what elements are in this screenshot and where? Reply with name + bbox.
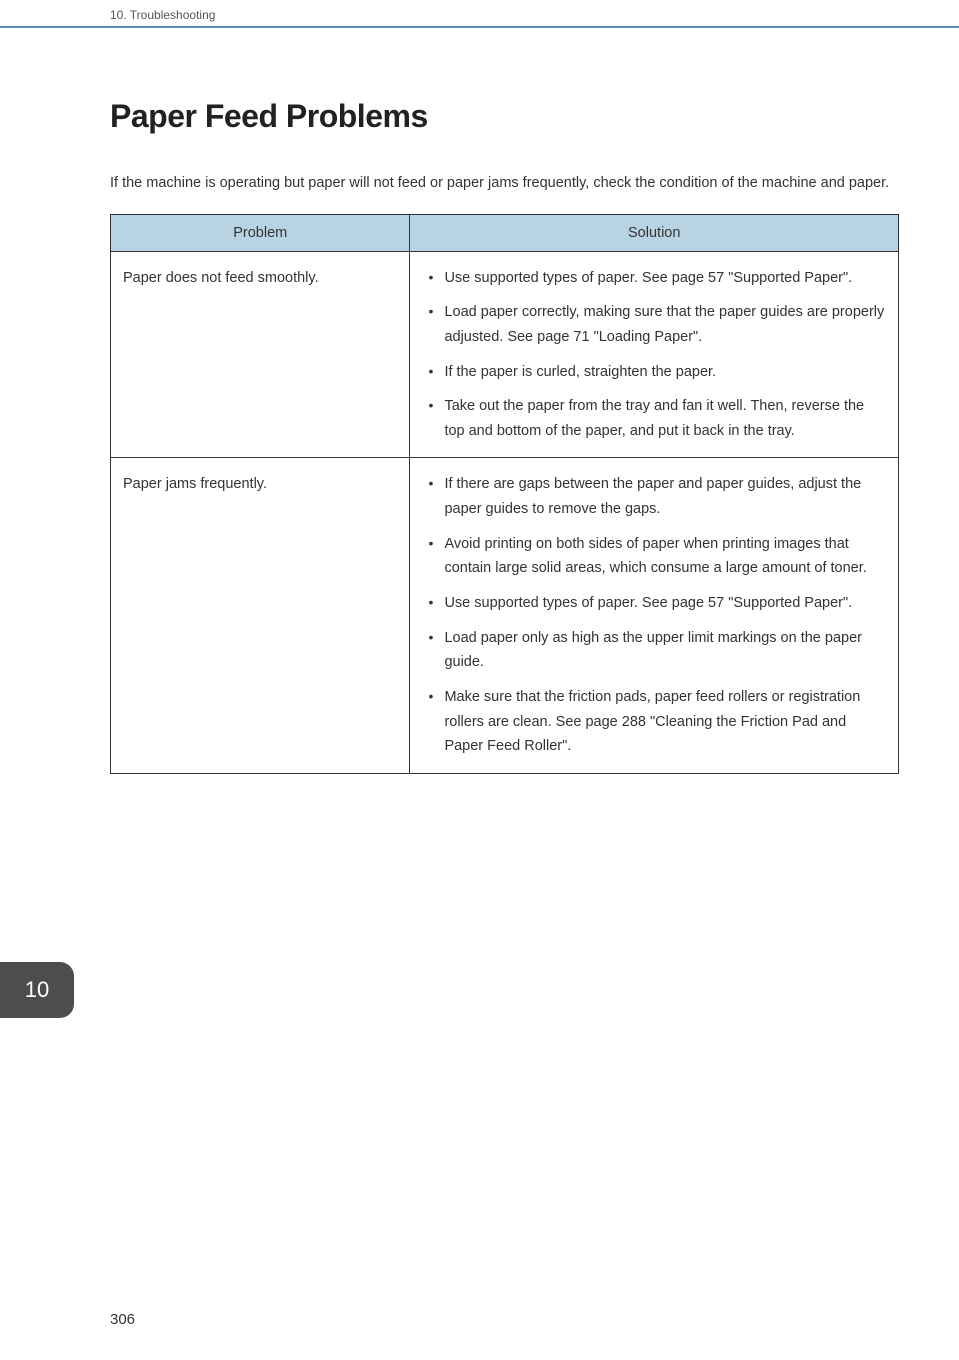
table-body: Paper does not feed smoothly. Use suppor… <box>111 251 899 773</box>
solution-item: Load paper correctly, making sure that t… <box>422 300 886 349</box>
solution-cell: Use supported types of paper. See page 5… <box>410 251 899 458</box>
problem-cell: Paper does not feed smoothly. <box>111 251 410 458</box>
solution-item: Use supported types of paper. See page 5… <box>422 591 886 616</box>
page-title: Paper Feed Problems <box>110 98 899 135</box>
chapter-tab: 10 <box>0 962 74 1018</box>
intro-paragraph: If the machine is operating but paper wi… <box>110 171 899 196</box>
page-number: 306 <box>110 1311 135 1328</box>
solution-item: If there are gaps between the paper and … <box>422 472 886 521</box>
solution-item: Take out the paper from the tray and fan… <box>422 394 886 443</box>
solution-list: Use supported types of paper. See page 5… <box>422 266 886 444</box>
table-header-row: Problem Solution <box>111 214 899 251</box>
troubleshoot-table: Problem Solution Paper does not feed smo… <box>110 214 899 774</box>
solution-item: If the paper is curled, straighten the p… <box>422 360 886 385</box>
solution-list: If there are gaps between the paper and … <box>422 472 886 758</box>
problem-cell: Paper jams frequently. <box>111 458 410 773</box>
solution-item: Avoid printing on both sides of paper wh… <box>422 532 886 581</box>
column-header-solution: Solution <box>410 214 899 251</box>
chapter-label: 10. Troubleshooting <box>110 8 959 22</box>
table-row: Paper does not feed smoothly. Use suppor… <box>111 251 899 458</box>
solution-item: Use supported types of paper. See page 5… <box>422 266 886 291</box>
solution-cell: If there are gaps between the paper and … <box>410 458 899 773</box>
page-content: Paper Feed Problems If the machine is op… <box>0 28 959 774</box>
table-row: Paper jams frequently. If there are gaps… <box>111 458 899 773</box>
solution-item: Make sure that the friction pads, paper … <box>422 685 886 759</box>
page-header: 10. Troubleshooting <box>0 0 959 28</box>
chapter-number: 10 <box>25 977 49 1003</box>
column-header-problem: Problem <box>111 214 410 251</box>
solution-item: Load paper only as high as the upper lim… <box>422 626 886 675</box>
